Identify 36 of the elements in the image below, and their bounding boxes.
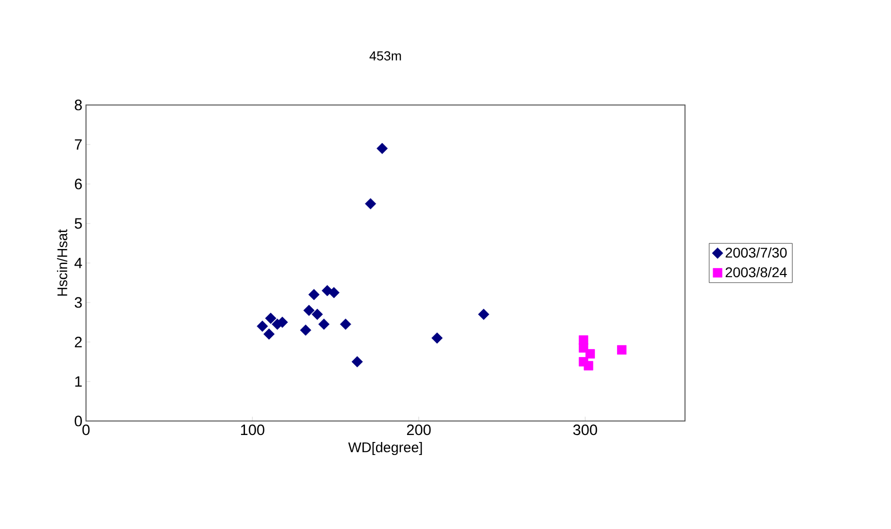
point: [318, 318, 330, 330]
y-tick-label: 6: [74, 178, 82, 190]
point: [308, 288, 320, 300]
point: [364, 198, 376, 210]
point: [263, 328, 275, 340]
point: [478, 308, 490, 320]
point: [312, 308, 323, 320]
y-tick-label: 3: [74, 297, 82, 308]
point: [303, 304, 315, 316]
point: [352, 356, 363, 368]
y-tick-label: 5: [74, 218, 82, 229]
y-tick-label: 0: [74, 416, 82, 426]
point: [617, 345, 626, 355]
point: [265, 312, 276, 324]
y-tick-label: 7: [74, 139, 82, 150]
y-tick-label: 8: [74, 100, 82, 110]
chart-title: 453m: [370, 51, 401, 60]
x-axis-title: WD[degree]: [348, 442, 422, 456]
y-axis-title: Hscin/Hsat: [56, 229, 68, 296]
point: [256, 320, 268, 332]
x-tick-label: 200: [407, 424, 431, 436]
point: [376, 142, 388, 154]
y-tick-label: 1: [75, 376, 82, 387]
y-tick-label: 4: [74, 258, 82, 268]
x-tick-label: 300: [573, 424, 598, 436]
legend-label: 2003/8/24: [726, 266, 787, 278]
point: [328, 287, 340, 298]
point: [584, 360, 594, 370]
legend-label: 2003/7/30: [726, 247, 787, 258]
x-tick-label: 100: [241, 424, 264, 436]
point: [585, 349, 595, 359]
x-tick-label: 0: [82, 424, 90, 436]
point: [431, 332, 443, 344]
point: [300, 324, 312, 336]
y-tick-label: 2: [74, 336, 82, 348]
point: [340, 318, 352, 330]
